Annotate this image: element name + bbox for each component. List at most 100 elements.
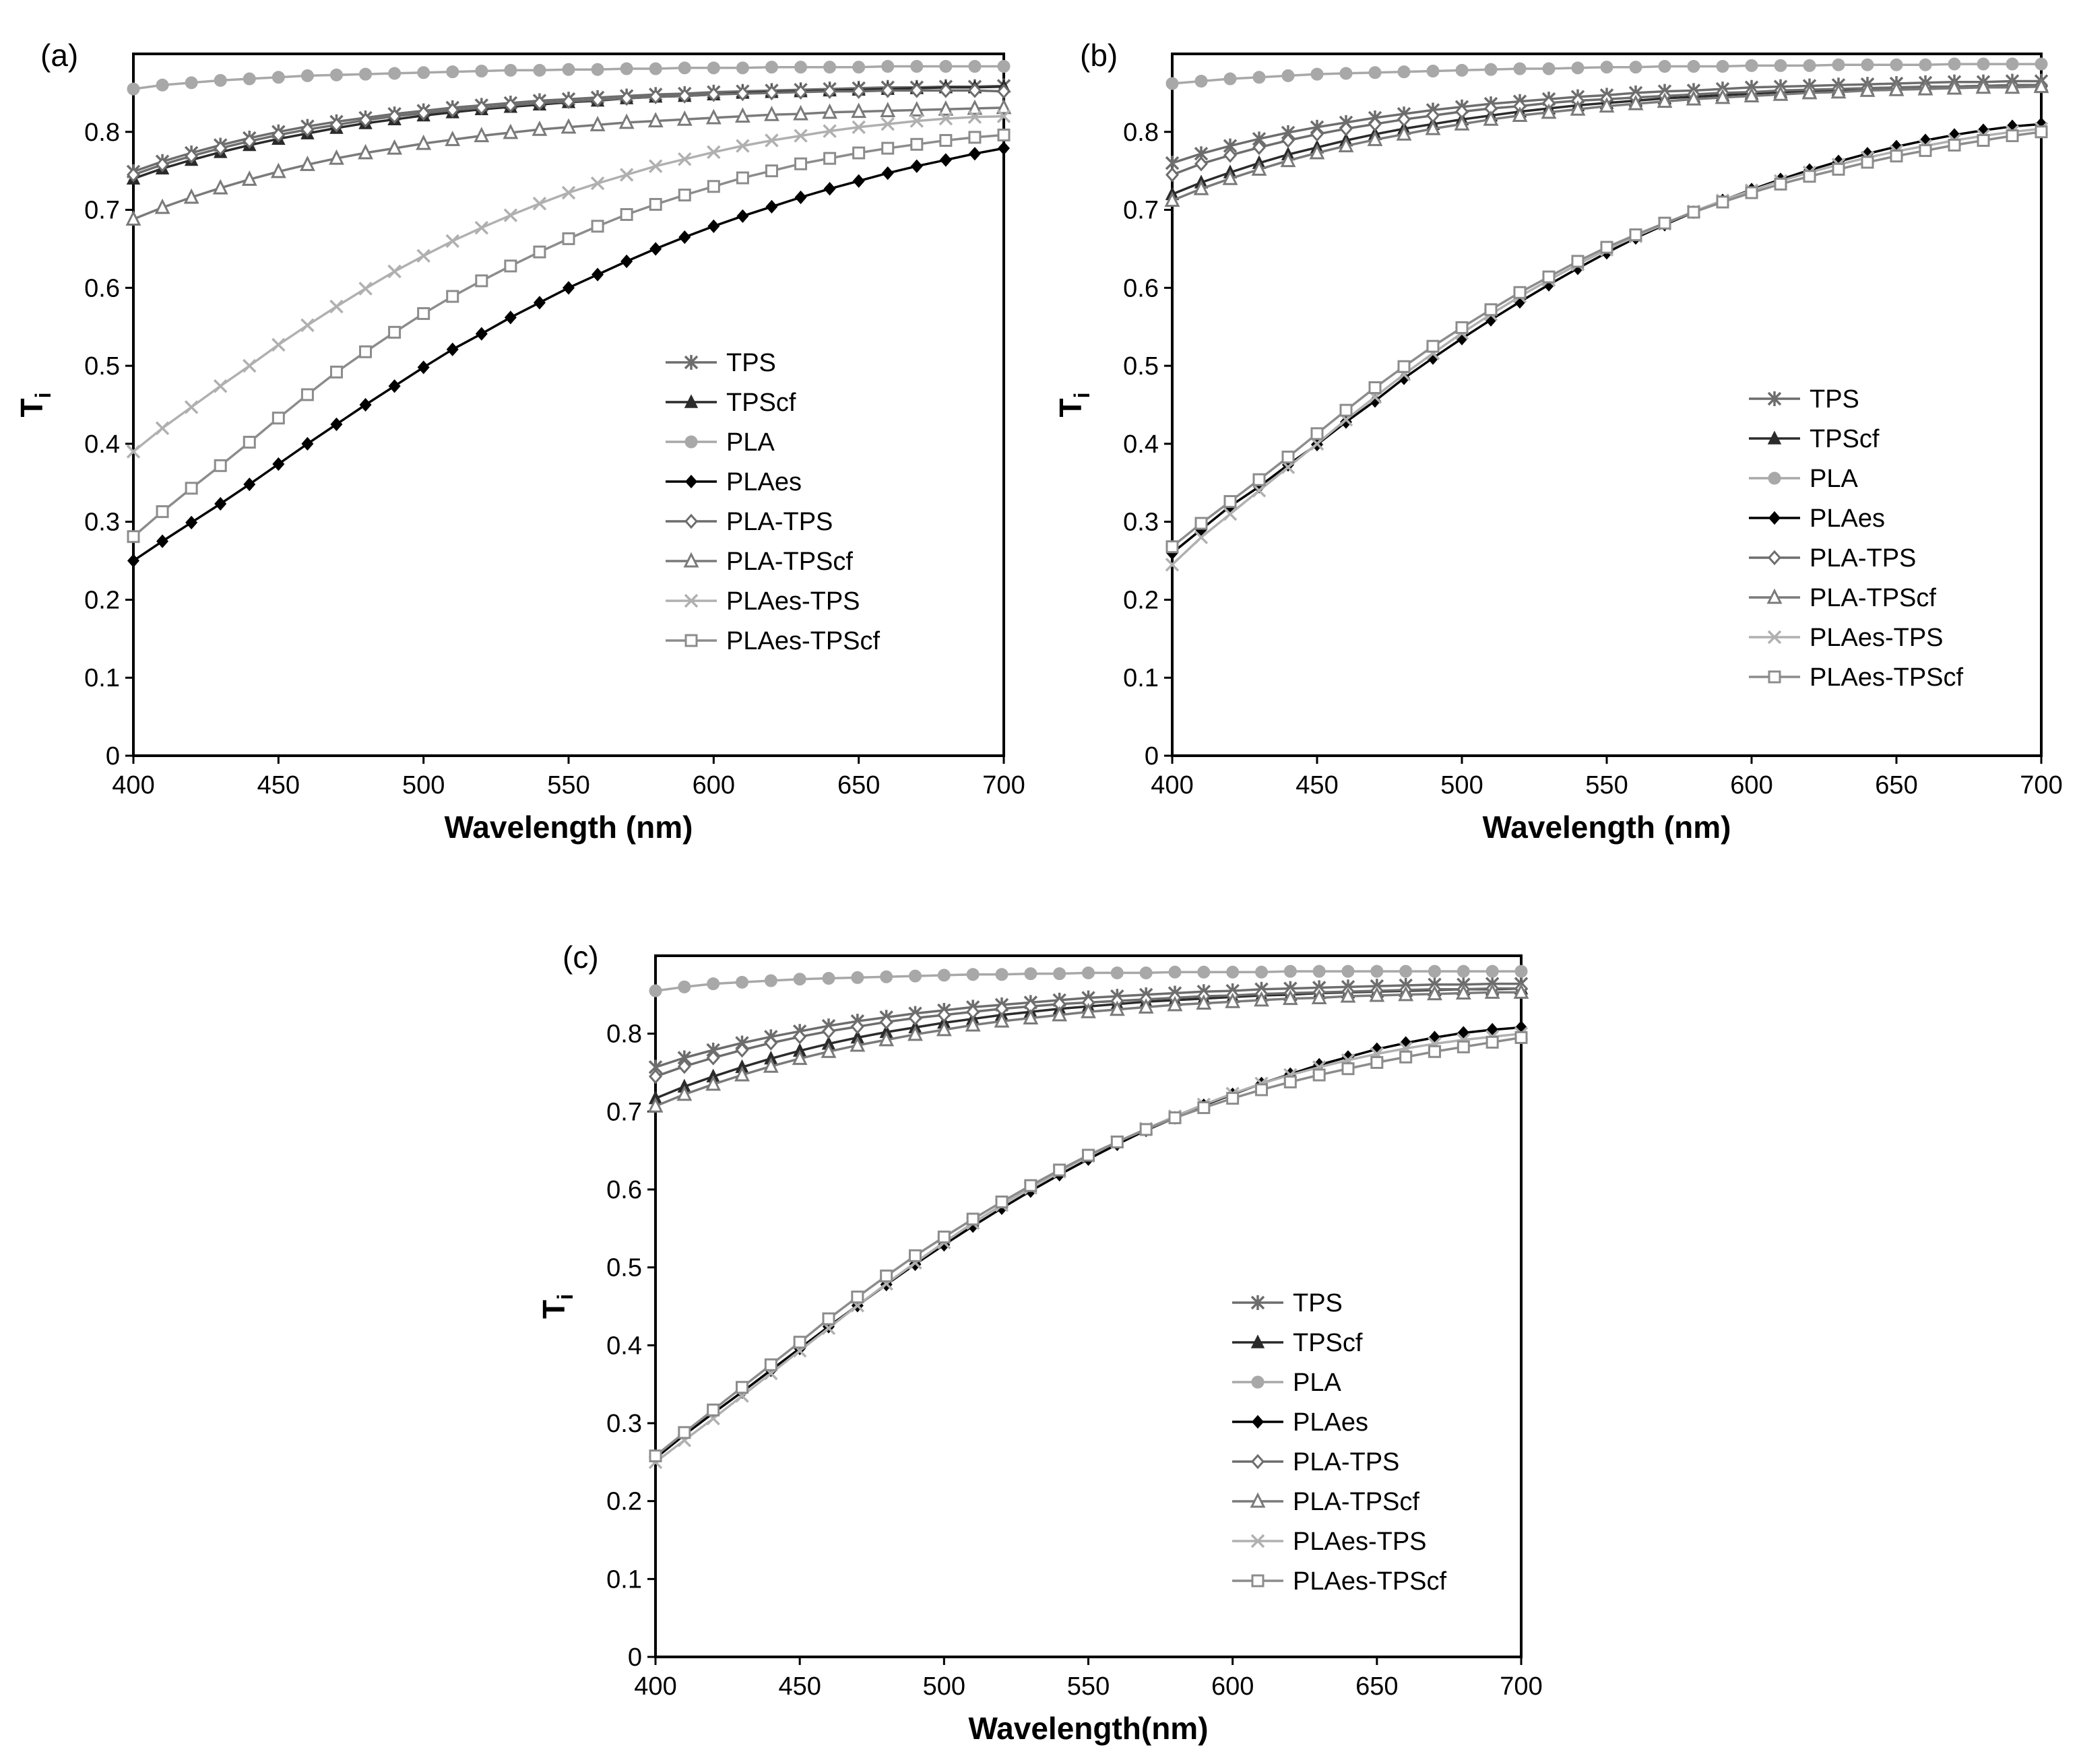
data-point	[1946, 79, 1962, 95]
series-pla-tps	[126, 83, 1011, 183]
data-point	[533, 245, 546, 259]
legend: TPS TPScf PLA PLAes PLA-TPS PLA-TPScf PLAes-TP…	[666, 349, 881, 655]
data-point	[213, 379, 228, 393]
data-point	[504, 63, 517, 77]
data-point	[1428, 1031, 1441, 1045]
legend-label: TPScf	[1810, 425, 1880, 453]
data-point	[1252, 139, 1267, 156]
data-point	[1658, 216, 1671, 230]
data-point	[1223, 148, 1238, 163]
data-point	[1223, 72, 1237, 86]
data-point	[125, 210, 141, 226]
data-point	[649, 197, 662, 211]
data-point	[764, 1035, 778, 1051]
data-point	[387, 108, 402, 124]
legend-label: PLAes	[1293, 1408, 1368, 1437]
data-point	[590, 176, 605, 191]
legend-marker	[684, 474, 698, 489]
data-point	[1311, 989, 1327, 1004]
data-point	[966, 1212, 980, 1226]
data-point	[996, 109, 1011, 123]
data-point	[1109, 1000, 1125, 1016]
data-point	[1890, 58, 1903, 71]
data-point	[1283, 965, 1297, 978]
data-point	[707, 86, 721, 102]
legend-label: PLAes-TPScf	[1810, 663, 1964, 692]
data-point	[1310, 427, 1324, 440]
data-point	[821, 1023, 836, 1039]
data-point	[1485, 1035, 1499, 1049]
data-point	[1164, 191, 1180, 207]
data-point	[1426, 64, 1440, 77]
legend-label: PLAes-TPScf	[1293, 1567, 1447, 1596]
data-point	[851, 1291, 864, 1304]
data-point	[1310, 126, 1324, 142]
series-line	[1171, 127, 2042, 566]
data-point	[823, 61, 837, 74]
legend-marker	[684, 513, 699, 529]
data-point	[678, 61, 691, 75]
data-point	[445, 234, 459, 249]
legend-label: PLA-TPScf	[726, 548, 853, 576]
x-tick-label: 700	[1500, 1672, 1542, 1701]
data-point	[793, 1029, 807, 1045]
data-point	[968, 147, 981, 161]
legend-label: PLA-TPScf	[1293, 1488, 1419, 1516]
legend-marker	[1767, 630, 1782, 645]
legend-marker	[1768, 670, 1781, 684]
legend-label: PLAes-TPS	[1810, 624, 1944, 652]
data-point	[503, 98, 517, 113]
data-point	[1339, 67, 1353, 80]
y-tick-label: 0	[1145, 742, 1159, 771]
y-tick-label: 0.8	[1123, 119, 1159, 147]
legend-label: PLA	[1810, 465, 1858, 493]
y-axis-title-subscript: i	[553, 1294, 577, 1300]
x-tick-label: 450	[1296, 771, 1338, 799]
series-plaes	[127, 141, 1011, 568]
data-point	[446, 290, 459, 303]
legend-label: PLAes	[1810, 504, 1885, 533]
legend-item: PLA	[1232, 1369, 1341, 1397]
data-point	[1454, 115, 1470, 131]
y-tick-label: 0.5	[84, 352, 120, 381]
data-point	[1254, 991, 1269, 1007]
data-point	[996, 98, 1012, 115]
data-point	[1542, 62, 1556, 75]
data-point	[1513, 286, 1527, 299]
legend-item: PLAes-TPScf	[666, 627, 881, 655]
legend: TPS TPScf PLA PLAes PLA-TPS PLA-TPScf PLAes-TP…	[1749, 385, 1964, 692]
data-point	[214, 73, 227, 87]
data-point	[1600, 61, 1613, 74]
data-point	[1830, 83, 1847, 99]
y-tick-label: 0.7	[1123, 197, 1159, 225]
data-point	[1312, 1068, 1326, 1082]
legend-marker	[1767, 430, 1782, 445]
y-axis-title-subscript: i	[31, 393, 55, 399]
legend-marker	[684, 435, 698, 449]
data-point	[620, 90, 634, 106]
legend-item: TPS	[666, 349, 776, 377]
data-point	[1599, 97, 1615, 113]
data-point	[1716, 60, 1729, 73]
y-tick-label: 0	[106, 742, 120, 771]
data-point	[1484, 303, 1498, 317]
data-point	[1397, 65, 1411, 79]
legend-marker	[1767, 391, 1782, 406]
data-point	[1165, 558, 1180, 572]
data-point	[649, 89, 663, 104]
legend-item: PLA-TPS	[666, 508, 833, 536]
data-point	[474, 220, 489, 235]
data-point	[243, 133, 257, 149]
data-point	[533, 63, 546, 77]
legend-label: PLAes-TPScf	[726, 627, 881, 655]
y-axis-title: Ti	[536, 1294, 577, 1319]
data-point	[533, 296, 546, 310]
data-point	[764, 105, 779, 121]
legend-item: PLA-TPScf	[1232, 1488, 1419, 1516]
data-point	[155, 421, 170, 435]
data-point	[880, 970, 893, 983]
panel-label: (c)	[563, 940, 599, 975]
data-point	[299, 156, 315, 171]
data-point	[562, 281, 575, 295]
y-tick-label: 0.8	[84, 119, 120, 147]
